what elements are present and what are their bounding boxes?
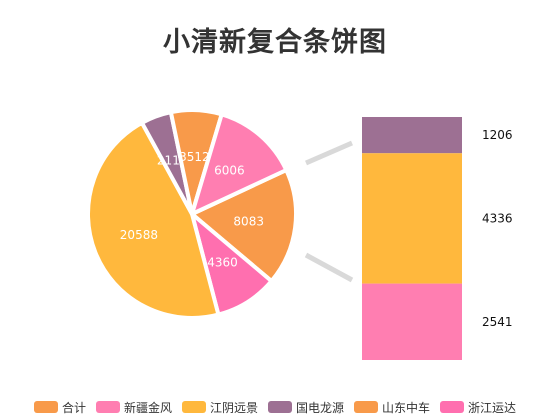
bar-segment[interactable]	[362, 117, 462, 154]
legend-swatch	[268, 401, 292, 413]
legend-swatch	[354, 401, 379, 413]
connector-lines	[304, 140, 354, 283]
legend-item[interactable]: 合计	[33, 399, 86, 416]
pie-slice-label: 20588	[120, 228, 158, 242]
legend-swatch	[33, 401, 58, 413]
chart-title: 小清新复合条饼图	[163, 27, 387, 58]
legend-item[interactable]: 山东中车	[354, 399, 430, 416]
legend-label: 江阴远景	[209, 400, 258, 415]
pie-slice[interactable]	[190, 112, 289, 216]
legend-item[interactable]: 新疆金风	[95, 399, 172, 416]
connector-line	[305, 140, 353, 166]
legend: 合计 新疆金风 江阴远景 国电龙源 山东中车 浙江运达	[0, 398, 550, 416]
legend-swatch	[181, 401, 206, 413]
pie-slice-label: 6006	[214, 164, 245, 178]
legend-swatch	[440, 401, 465, 413]
pie-slice-label: 8083	[233, 215, 264, 229]
bar-segment[interactable]	[362, 283, 462, 360]
bar-segment[interactable]	[362, 153, 462, 284]
stacked-bar: 1206 4336 2541	[362, 117, 513, 360]
bar-segment-label: 2541	[482, 315, 513, 329]
pie-slice[interactable]	[190, 168, 298, 284]
connector-line	[304, 252, 354, 283]
pie-slice[interactable]	[86, 120, 221, 320]
pie-slice-label: 3512	[179, 150, 210, 164]
legend-label: 合计	[61, 400, 86, 415]
bar-segment-label: 1206	[482, 128, 513, 142]
legend-swatch	[95, 401, 120, 413]
legend-label: 浙江运达	[468, 400, 517, 415]
legend-label: 国电龙源	[296, 400, 345, 415]
legend-label: 新疆金风	[123, 400, 172, 415]
pie-slice-label: 4360	[207, 255, 238, 269]
bar-segment-label: 4336	[482, 211, 513, 225]
legend-item[interactable]: 浙江运达	[440, 399, 516, 416]
legend-item[interactable]: 江阴远景	[181, 399, 258, 416]
legend-item[interactable]: 国电龙源	[268, 399, 344, 416]
legend-label: 山东中车	[382, 400, 431, 415]
